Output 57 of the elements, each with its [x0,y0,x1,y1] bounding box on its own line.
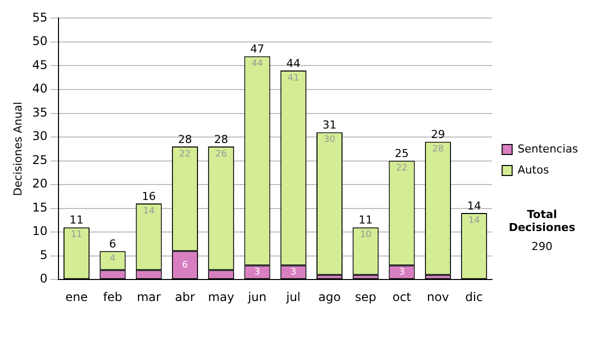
x-tick-label: abr [175,290,195,304]
total-label: 14 [467,199,482,212]
total-label: 47 [250,42,264,56]
data-label: 41 [288,73,300,84]
total-label: 6 [109,237,116,250]
data-label: 3 [254,268,260,278]
data-label: 14 [468,216,480,226]
data-label: 28 [432,144,444,155]
x-tick-label: may [208,290,234,304]
y-tick-label: 25 [32,152,48,167]
total-label: 25 [394,147,409,160]
x-tick-label: sep [355,290,376,304]
x-tick-label: nov [426,290,449,304]
data-label: 26 [215,149,228,160]
y-tick-label: 55 [32,10,48,24]
x-tick-label: feb [103,290,122,304]
data-label: 14 [143,206,155,216]
y-tick-label: 10 [32,224,48,238]
total-label: 11 [70,214,84,227]
y-tick-label: 5 [40,248,48,262]
data-label: 3 [398,268,405,278]
x-tick-label: ene [65,290,88,304]
x-tick-label: jul [285,290,301,304]
total-label: 11 [358,214,373,227]
total-label: 29 [430,128,445,142]
text: 290 [530,240,554,253]
total-label: 31 [322,118,337,132]
x-tick-label: jun [246,290,267,304]
data-label: 6 [182,260,188,270]
data-label: 44 [252,59,264,70]
data-label: 3 [290,268,296,278]
y-axis-title: Decisiones Anual [11,102,24,196]
data-label: 10 [360,230,372,240]
y-tick-label: 15 [32,200,48,214]
data-label: 30 [324,135,336,146]
y-tick-label: 40 [32,82,48,96]
y-tick-label: 35 [32,105,48,120]
y-tick-label: 30 [32,129,48,144]
data-label: 22 [396,164,408,174]
y-tick-label: 20 [32,176,48,191]
data-label: 4 [110,254,116,264]
x-tick-label: dic [465,290,483,304]
legend-label: Autos [518,163,550,176]
x-tick-label: oct [392,290,412,304]
text: Total Decisiones [508,208,576,234]
y-tick-label: 45 [32,58,48,72]
total-label: 44 [286,56,300,70]
data-label: 11 [70,230,82,240]
total-label: 28 [214,132,228,146]
y-tick-label: 0 [40,272,48,286]
data-label: 22 [179,149,191,160]
y-tick-label: 50 [32,34,48,48]
x-tick-label: mar [136,290,161,304]
total-label: 16 [142,190,156,203]
total-label: 28 [178,132,192,146]
x-tick-label: ago [318,290,341,304]
legend-label: Sentencias [518,142,578,156]
